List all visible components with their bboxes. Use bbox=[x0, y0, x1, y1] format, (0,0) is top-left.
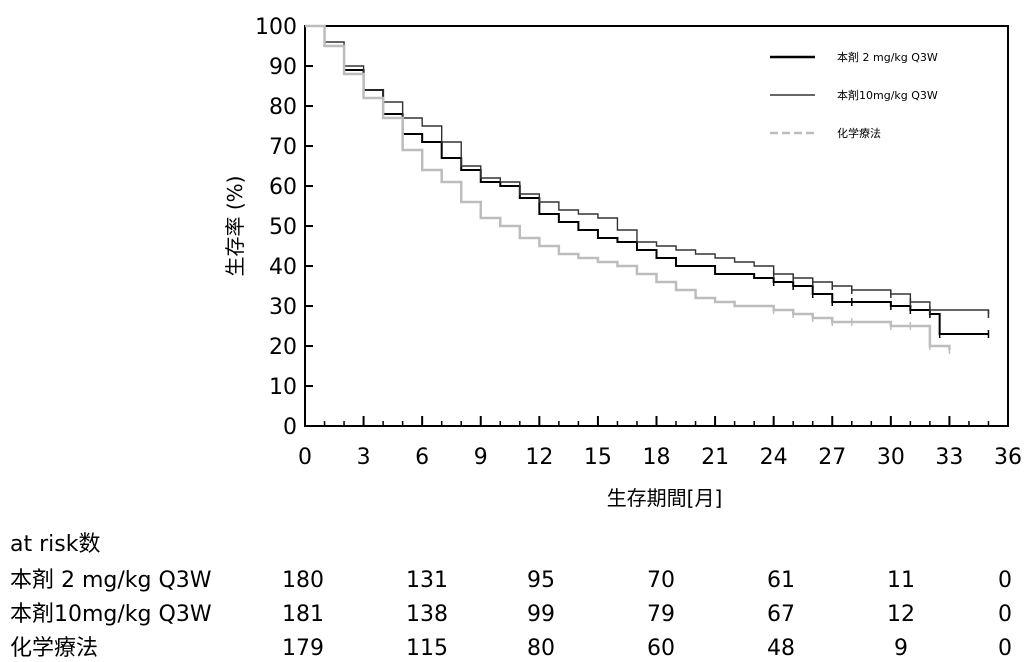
x-tick-label: 18 bbox=[643, 445, 671, 470]
x-tick-label: 6 bbox=[415, 445, 429, 470]
x-tick-label: 15 bbox=[584, 445, 612, 470]
x-axis-label: 生存期間[月] bbox=[607, 486, 723, 510]
x-tick-label: 27 bbox=[818, 445, 846, 470]
x-tick-label: 24 bbox=[760, 445, 788, 470]
y-tick-label: 30 bbox=[269, 295, 297, 320]
legend-label: 本剤10mg/kg Q3W bbox=[837, 88, 938, 102]
y-tick-label: 70 bbox=[269, 135, 297, 160]
y-tick-label: 60 bbox=[269, 175, 297, 200]
series-line-0 bbox=[305, 25, 989, 335]
y-tick-label: 40 bbox=[269, 255, 297, 280]
x-tick-label: 30 bbox=[877, 445, 905, 470]
x-tick-label: 3 bbox=[357, 445, 371, 470]
legend-label: 本剤 2 mg/kg Q3W bbox=[837, 50, 938, 64]
x-tick-label: 12 bbox=[525, 445, 553, 470]
y-tick-label: 100 bbox=[255, 15, 297, 40]
y-tick-label: 50 bbox=[269, 215, 297, 240]
y-tick-label: 80 bbox=[269, 95, 297, 120]
plot-frame bbox=[304, 25, 1009, 427]
x-tick-label: 0 bbox=[298, 445, 312, 470]
x-tick-label: 36 bbox=[994, 445, 1022, 470]
y-axis-label: 生存率 (%) bbox=[223, 176, 247, 277]
y-tick-label: 90 bbox=[269, 55, 297, 80]
series-line-1 bbox=[305, 25, 990, 314]
y-tick-label: 10 bbox=[269, 375, 297, 400]
x-tick-label: 21 bbox=[701, 445, 729, 470]
y-tick-label: 0 bbox=[283, 415, 297, 440]
x-tick-label: 9 bbox=[474, 445, 488, 470]
x-tick-label: 33 bbox=[935, 445, 963, 470]
legend-label: 化学療法 bbox=[837, 126, 881, 140]
y-tick-label: 20 bbox=[269, 335, 297, 360]
